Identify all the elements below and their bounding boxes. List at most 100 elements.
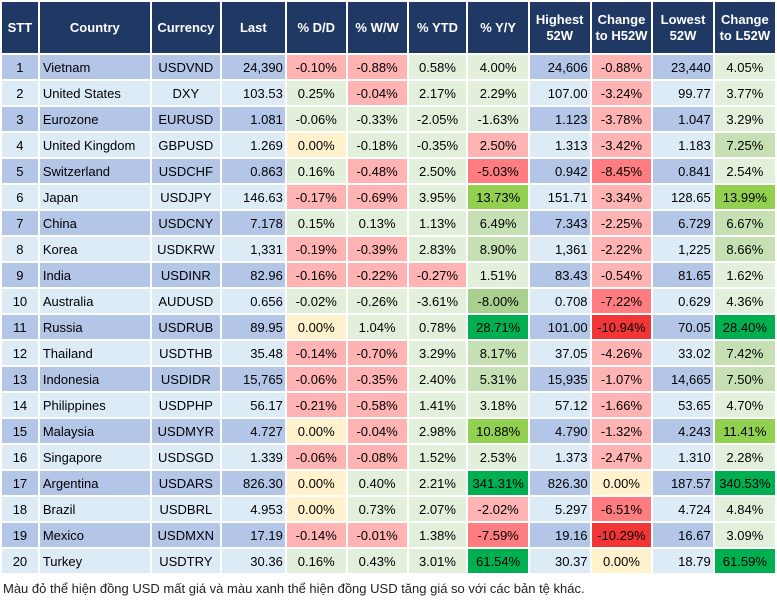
cell-ytd: 1.52% [408,445,467,469]
cell-chg-high: -2.47% [591,445,652,469]
cell-yy: 10.88% [468,419,528,443]
cell-ytd: -3.61% [408,289,467,313]
cell-high: 101.00 [529,315,590,339]
cell-chg-low: 13.99% [714,185,775,209]
cell-stt: 13 [2,367,38,391]
cell-ytd: 2.07% [408,497,467,521]
cell-chg-high: -3.24% [591,81,652,105]
cell-chg-low: 4.36% [714,289,775,313]
table-row: 2 United States DXY 103.53 0.25% -0.04% 2.17% 2… [2,81,775,105]
cell-ytd: 2.21% [408,471,467,495]
cell-chg-low: 340.53% [714,471,775,495]
table-row: 8 Korea USDKRW 1,331 -0.19% -0.39% 2.83% 8.90% 1… [2,237,775,261]
column-header: Currency [151,2,220,53]
cell-chg-high: -2.25% [591,211,652,235]
cell-last: 7.178 [221,211,285,235]
cell-low: 33.02 [653,341,713,365]
cell-yy: 5.31% [468,367,528,391]
cell-low: 18.79 [653,549,713,573]
cell-stt: 14 [2,393,38,417]
cell-country: Argentina [39,471,150,495]
cell-chg-low: 4.70% [714,393,775,417]
cell-high: 24,606 [529,55,590,79]
cell-high: 826.30 [529,471,590,495]
cell-ytd: 0.78% [408,315,467,339]
cell-chg-low: 4.84% [714,497,775,521]
table-row: 6 Japan USDJPY 146.63 -0.17% -0.69% 3.95% 13.73… [2,185,775,209]
cell-high: 1.313 [529,133,590,157]
table-row: 11 Russia USDRUB 89.95 0.00% 1.04% 0.78% 28.71%… [2,315,775,339]
table-row: 9 India USDINR 82.96 -0.16% -0.22% -0.27% 1.51%… [2,263,775,287]
cell-high: 1.373 [529,445,590,469]
cell-high: 5.297 [529,497,590,521]
cell-high: 1.123 [529,107,590,131]
cell-currency: AUDUSD [151,289,220,313]
cell-chg-low: 7.25% [714,133,775,157]
cell-ytd: 1.38% [408,523,467,547]
cell-chg-low: 1.62% [714,263,775,287]
cell-currency: USDRUB [151,315,220,339]
cell-stt: 12 [2,341,38,365]
cell-stt: 11 [2,315,38,339]
table-row: 19 Mexico USDMXN 17.19 -0.14% -0.01% 1.38% -7.5… [2,523,775,547]
cell-dd: 0.00% [286,315,346,339]
footer-note: Màu đỏ thể hiện đồng USD mất giá và màu … [3,581,585,596]
cell-high: 15,935 [529,367,590,391]
cell-low: 0.841 [653,159,713,183]
cell-low: 99.77 [653,81,713,105]
cell-chg-low: 2.28% [714,445,775,469]
cell-ww: 0.13% [347,211,407,235]
cell-chg-low: 7.42% [714,341,775,365]
cell-chg-high: 0.00% [591,471,652,495]
cell-chg-high: -1.07% [591,367,652,391]
cell-dd: 0.00% [286,471,346,495]
cell-yy: 2.29% [468,81,528,105]
cell-stt: 8 [2,237,38,261]
table-row: 4 United Kingdom GBPUSD 1.269 0.00% -0.18% -0.… [2,133,775,157]
cell-last: 24,390 [221,55,285,79]
column-header: Last [221,2,285,53]
cell-ww: -0.22% [347,263,407,287]
cell-currency: USDINR [151,263,220,287]
cell-ww: -0.48% [347,159,407,183]
cell-currency: GBPUSD [151,133,220,157]
cell-ww: -0.08% [347,445,407,469]
cell-currency: USDARS [151,471,220,495]
cell-low: 1.310 [653,445,713,469]
currency-table: STT Country Currency Last% D/D% W/W% YTD% Y… [2,2,775,573]
cell-chg-high: -3.42% [591,133,652,157]
cell-chg-high: 0.00% [591,549,652,573]
cell-stt: 3 [2,107,38,131]
cell-high: 4.790 [529,419,590,443]
cell-stt: 2 [2,81,38,105]
cell-dd: 0.00% [286,497,346,521]
cell-high: 1,361 [529,237,590,261]
cell-low: 81.65 [653,263,713,287]
cell-chg-low: 2.54% [714,159,775,183]
cell-country: Singapore [39,445,150,469]
cell-last: 56.17 [221,393,285,417]
cell-last: 1.081 [221,107,285,131]
cell-ww: -0.88% [347,55,407,79]
cell-last: 0.656 [221,289,285,313]
cell-ww: -0.01% [347,523,407,547]
table-row: 3 Eurozone EURUSD 1.081 -0.06% -0.33% -2.05% -1… [2,107,775,131]
cell-low: 6.729 [653,211,713,235]
cell-last: 103.53 [221,81,285,105]
cell-dd: 0.16% [286,549,346,573]
cell-dd: 0.16% [286,159,346,183]
cell-ytd: 3.29% [408,341,467,365]
cell-low: 1,225 [653,237,713,261]
cell-country: Japan [39,185,150,209]
cell-country: Turkey [39,549,150,573]
table-row: 20 Turkey USDTRY 30.36 0.16% 0.43% 3.01% 61.54%… [2,549,775,573]
cell-ytd: 1.41% [408,393,467,417]
cell-stt: 20 [2,549,38,573]
column-header: Lowest 52W [653,2,713,53]
cell-chg-high: -7.22% [591,289,652,313]
cell-low: 14,665 [653,367,713,391]
cell-country: Australia [39,289,150,313]
cell-stt: 1 [2,55,38,79]
cell-chg-high: -8.45% [591,159,652,183]
cell-ytd: -0.27% [408,263,467,287]
